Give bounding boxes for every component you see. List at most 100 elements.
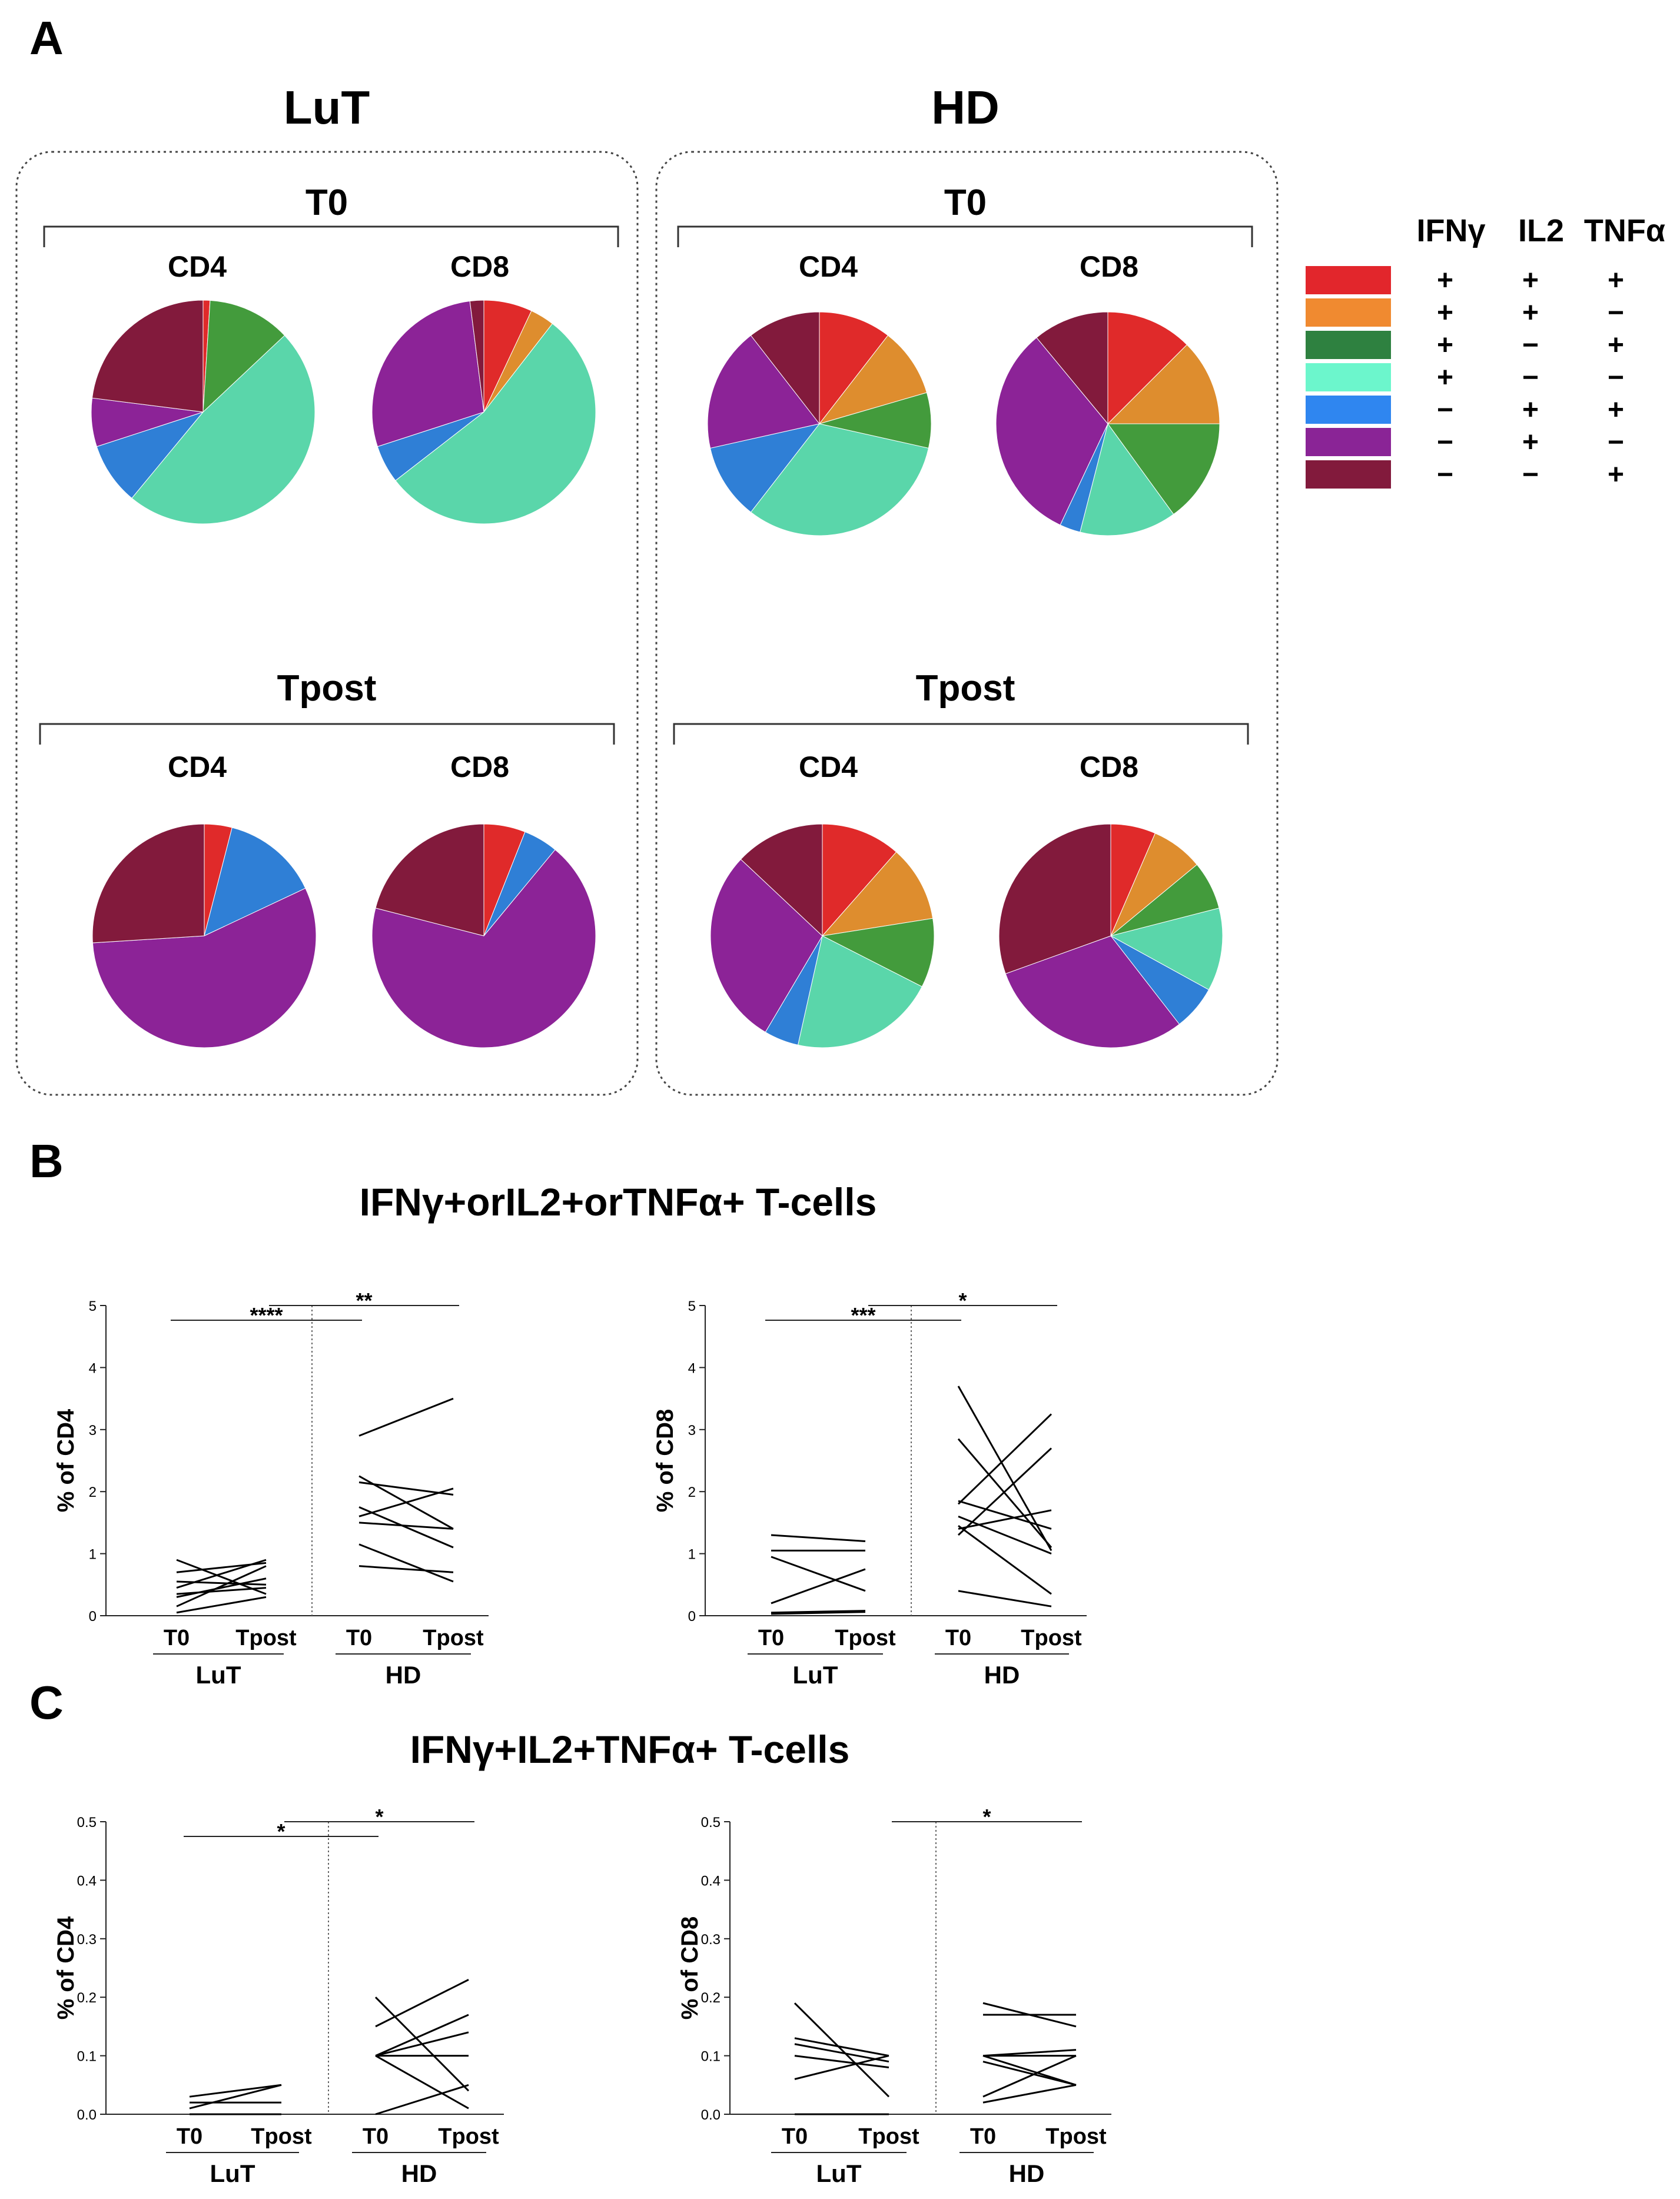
- x-tick-label-c-cd8: Tpost: [858, 2124, 919, 2149]
- pie-slice-hd-t0-cd4-ifng-il2-tnfa: [819, 311, 889, 425]
- pie-slice-hd-tpost-cd8-tnfa-only: [998, 823, 1111, 974]
- legend-sign: −: [1437, 459, 1453, 490]
- legend-sign: −: [1608, 362, 1624, 393]
- plot-c-cd4: 0.0 0.1 0.2 0.3 0.4 0.5 % of CD4 T0 Tpost T0 Tpost…: [53, 1805, 504, 2187]
- pie-slice-hd-tpost-cd4-il2-only: [710, 859, 823, 1033]
- y-axis-label-c-cd4: % of CD4: [53, 1916, 79, 2019]
- plot-c-cd8: 0.0 0.1 0.2 0.3 0.4 0.5 % of CD8 T0 Tpost T0 Tpost…: [677, 1805, 1111, 2187]
- legend-sign: +: [1437, 330, 1453, 361]
- lut-subject-line-c-cd8-2: [794, 2037, 889, 2057]
- pie-slice-lut-t0-cd4-tnfa-only: [91, 300, 204, 413]
- group-label-b-cd8: HD: [984, 1661, 1020, 1689]
- legend-swatch-ifng-il2: [1306, 298, 1391, 327]
- x-tick-label-c-cd4: T0: [363, 2124, 389, 2149]
- pie-label-hd-tpost-cd8: CD8: [1080, 750, 1138, 783]
- y-tick-label-b-cd4: 0: [89, 1609, 97, 1625]
- legend-sign: +: [1522, 265, 1539, 296]
- y-axis-label-b-cd8: % of CD8: [652, 1409, 678, 1513]
- y-tick-label-c-cd4: 0.5: [77, 1815, 97, 1831]
- significance-label-b-cd4: ****: [250, 1303, 283, 1327]
- pie-label-lut-t0-cd4: CD4: [168, 250, 227, 283]
- hd-subject-line-c-cd8-8: [982, 2061, 1077, 2086]
- pie-hd-tpost-cd8: [998, 823, 1223, 1048]
- y-tick-label-c-cd4: 0.0: [77, 2107, 97, 2123]
- pie-hd-t0-cd8: [995, 311, 1220, 536]
- pie-slice-hd-tpost-cd8-ifng-only: [1110, 908, 1223, 991]
- pie-slice-hd-tpost-cd4-ifng-tnfa: [821, 918, 935, 987]
- legend-sign: −: [1608, 427, 1624, 458]
- pie-slice-lut-t0-cd8-tnfa-only: [469, 300, 484, 413]
- panel-b-title: IFNγ+orIL2+orTNFα+ T-cells: [360, 1180, 877, 1224]
- legend-sign: −: [1522, 362, 1539, 393]
- pie-label-hd-t0-cd4: CD4: [799, 250, 858, 283]
- pie-slice-hd-tpost-cd8-il2-only: [1005, 935, 1180, 1048]
- hd-subject-line-c-cd4-3: [375, 2014, 469, 2057]
- y-tick-label-c-cd8: 0.2: [701, 1990, 721, 2006]
- lut-subject-line-b-cd8-4: [771, 1568, 866, 1605]
- pie-lut-tpost-cd8: [371, 823, 596, 1048]
- pie-lut-tpost-cd4: [92, 823, 317, 1048]
- y-tick-label-c-cd8: 0.5: [701, 1815, 721, 1831]
- lut-subject-line-b-cd8-1: [771, 1534, 866, 1543]
- x-tick-label-c-cd8: T0: [970, 2124, 996, 2149]
- legend-sign: +: [1608, 265, 1624, 296]
- lut-subject-line-b-cd4-5: [176, 1587, 267, 1595]
- legend-swatch-ifng-tnfa: [1306, 331, 1391, 359]
- group-title-hd: HD: [931, 81, 1000, 134]
- legend-sign: −: [1437, 427, 1453, 458]
- x-tick-label-b-cd4: Tpost: [423, 1626, 484, 1650]
- y-axis-label-b-cd4: % of CD4: [53, 1409, 79, 1512]
- y-tick-label-b-cd8: 3: [688, 1423, 696, 1439]
- legend-swatch-ifng-il2-tnfa: [1306, 266, 1391, 294]
- lut-t0-bracket: [43, 225, 619, 247]
- pie-slice-hd-t0-cd4-ifng-only: [750, 423, 929, 536]
- pie-slice-hd-t0-cd8-tnfa-only: [1036, 311, 1108, 425]
- lut-subject-line-b-cd8-5: [771, 1610, 866, 1614]
- x-tick-label-b-cd8: T0: [758, 1626, 784, 1650]
- lut-subject-line-b-cd4-3: [176, 1580, 267, 1586]
- hd-t0-heading: T0: [944, 182, 987, 223]
- legend-sign: +: [1608, 394, 1624, 426]
- y-tick-label-c-cd4: 0.3: [77, 1932, 97, 1948]
- y-tick-label-b-cd8: 5: [688, 1298, 696, 1314]
- hd-subject-line-b-cd8-9: [958, 1524, 1052, 1595]
- group-label-b-cd4: LuT: [196, 1661, 241, 1689]
- hd-t0-bracket: [677, 225, 1253, 247]
- x-tick-label-c-cd4: Tpost: [251, 2124, 312, 2149]
- x-tick-label-b-cd4: T0: [346, 1626, 372, 1650]
- hd-subject-line-c-cd4-6: [375, 2055, 469, 2110]
- lut-subject-line-c-cd8-4: [794, 2055, 889, 2068]
- significance-label-b-cd8: ***: [851, 1303, 875, 1327]
- legend-sign: +: [1522, 394, 1539, 426]
- pie-slice-hd-t0-cd8-ifng-il2: [1107, 344, 1220, 424]
- x-tick-label-c-cd8: Tpost: [1045, 2124, 1107, 2149]
- y-tick-label-b-cd8: 4: [688, 1360, 696, 1376]
- pie-slice-hd-t0-cd4-ifng-il2: [818, 335, 928, 424]
- y-tick-label-b-cd4: 3: [89, 1423, 97, 1439]
- hd-subject-line-c-cd4-2: [375, 1979, 469, 2028]
- lut-subject-line-b-cd4-7: [176, 1565, 267, 1607]
- panel-c-letter: C: [29, 1676, 64, 1729]
- y-tick-label-c-cd4: 0.4: [77, 1873, 97, 1889]
- x-tick-label-c-cd8: T0: [782, 2124, 808, 2149]
- pie-slice-lut-t0-cd4-ifng-tnfa: [202, 300, 285, 413]
- legend-sign: +: [1437, 265, 1453, 296]
- hd-subject-line-b-cd8-4: [957, 1413, 1053, 1505]
- hd-subject-line-b-cd8-8: [958, 1590, 1052, 1607]
- hd-subject-line-c-cd8-7: [982, 2084, 1077, 2104]
- pie-slice-lut-tpost-cd8-tnfa-only: [375, 823, 484, 936]
- x-tick-label-c-cd4: T0: [177, 2124, 202, 2149]
- significance-label-c-cd4: *: [375, 1805, 383, 1829]
- pie-slice-hd-t0-cd4-ifng-tnfa: [819, 392, 932, 449]
- group-label-c-cd4: LuT: [210, 2160, 255, 2187]
- x-tick-label-b-cd4: T0: [164, 1626, 190, 1650]
- y-tick-label-b-cd4: 4: [89, 1360, 97, 1376]
- legend-sign: −: [1437, 394, 1453, 426]
- x-tick-label-c-cd4: Tpost: [438, 2124, 499, 2149]
- hd-subject-line-b-cd4-4: [358, 1506, 454, 1549]
- lut-pie-frame: [15, 151, 639, 1096]
- pie-hd-t0-cd4: [707, 311, 932, 536]
- x-tick-label-b-cd8: T0: [945, 1626, 971, 1650]
- legend-swatch-il2-only: [1306, 428, 1391, 456]
- legend-sign: +: [1608, 330, 1624, 361]
